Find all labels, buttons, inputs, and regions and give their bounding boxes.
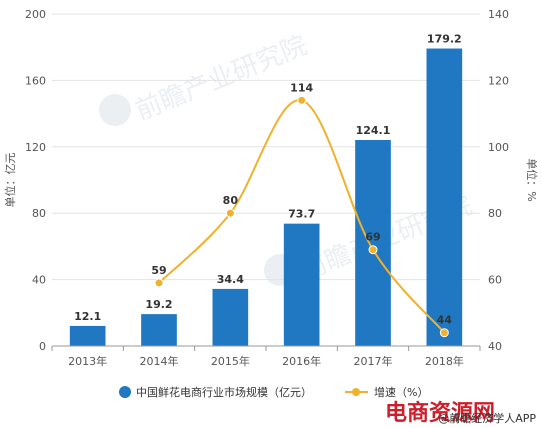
axes: 0 40 80 120 160 200 40 60 80 100 120 140 2013年 2014年 2… xyxy=(25,8,509,368)
y-right-tick-label: 140 xyxy=(488,8,509,21)
footer-source: @前瞻经济学人APP xyxy=(438,411,536,425)
y-right-tick-label: 120 xyxy=(488,74,509,87)
bar-value-label: 73.7 xyxy=(288,208,315,221)
bar xyxy=(212,288,249,346)
y-left-tick-label: 160 xyxy=(25,74,46,87)
x-tick-label: 2014年 xyxy=(140,354,179,368)
y-right-tick-label: 80 xyxy=(488,207,502,220)
bar xyxy=(141,314,177,346)
bar-value-label: 179.2 xyxy=(427,33,462,46)
bar xyxy=(283,223,320,346)
legend-line-marker xyxy=(352,388,360,396)
bar xyxy=(426,48,463,346)
x-tick-label: 2017年 xyxy=(354,354,393,368)
line-point xyxy=(439,328,449,338)
svg-text:前瞻产业研究院: 前瞻产业研究院 xyxy=(131,30,311,126)
x-tick-label: 2016年 xyxy=(282,354,321,368)
x-tick-label: 2018年 xyxy=(425,354,464,368)
line-series: 59 80 114 69 44 xyxy=(151,81,453,338)
y-left-tick-label: 40 xyxy=(32,274,46,287)
line-point xyxy=(154,278,164,288)
legend-bar-label: 中国鲜花电商行业市场规模（亿元） xyxy=(136,385,312,399)
y-right-tick-label: 100 xyxy=(488,141,509,154)
bar-value-label: 124.1 xyxy=(356,124,391,137)
bar xyxy=(69,325,106,346)
line-value-label: 69 xyxy=(365,231,380,244)
y-left-tick-label: 120 xyxy=(25,141,46,154)
line-value-label: 114 xyxy=(290,81,313,94)
y-right-tick-label: 60 xyxy=(488,274,502,287)
line-point xyxy=(297,95,307,105)
y-left-tick-label: 0 xyxy=(39,340,46,353)
legend-bar-swatch xyxy=(119,386,131,398)
y-left-tick-label: 80 xyxy=(32,207,46,220)
source-text: @前瞻经济学人APP xyxy=(438,411,536,425)
line-value-label: 59 xyxy=(151,264,166,277)
y-axis-right-title: 单位：% xyxy=(525,158,539,201)
line-point xyxy=(368,245,378,255)
x-tick-label: 2015年 xyxy=(211,354,250,368)
bar-value-label: 12.1 xyxy=(74,310,101,323)
x-tick-label: 2013年 xyxy=(68,354,107,368)
legend: 中国鲜花电商行业市场规模（亿元） 增速（%） xyxy=(119,385,428,399)
bar-series: 12.1 19.2 34.4 73.7 124.1 179.2 xyxy=(69,33,463,346)
footer-stamp: 电商资源网 xyxy=(385,400,495,426)
y-left-tick-label: 200 xyxy=(25,8,46,21)
y-right-tick-label: 40 xyxy=(488,340,502,353)
bar-value-label: 19.2 xyxy=(145,298,172,311)
bar-value-label: 34.4 xyxy=(217,273,244,286)
bar xyxy=(355,139,391,346)
stamp-text: 电商资源网 xyxy=(385,400,495,426)
line-point xyxy=(225,208,235,218)
line-value-label: 80 xyxy=(223,194,239,207)
line-value-label: 44 xyxy=(437,314,453,327)
y-axis-left-title: 单位：亿元 xyxy=(3,153,17,208)
legend-line-label: 增速（%） xyxy=(374,385,428,399)
